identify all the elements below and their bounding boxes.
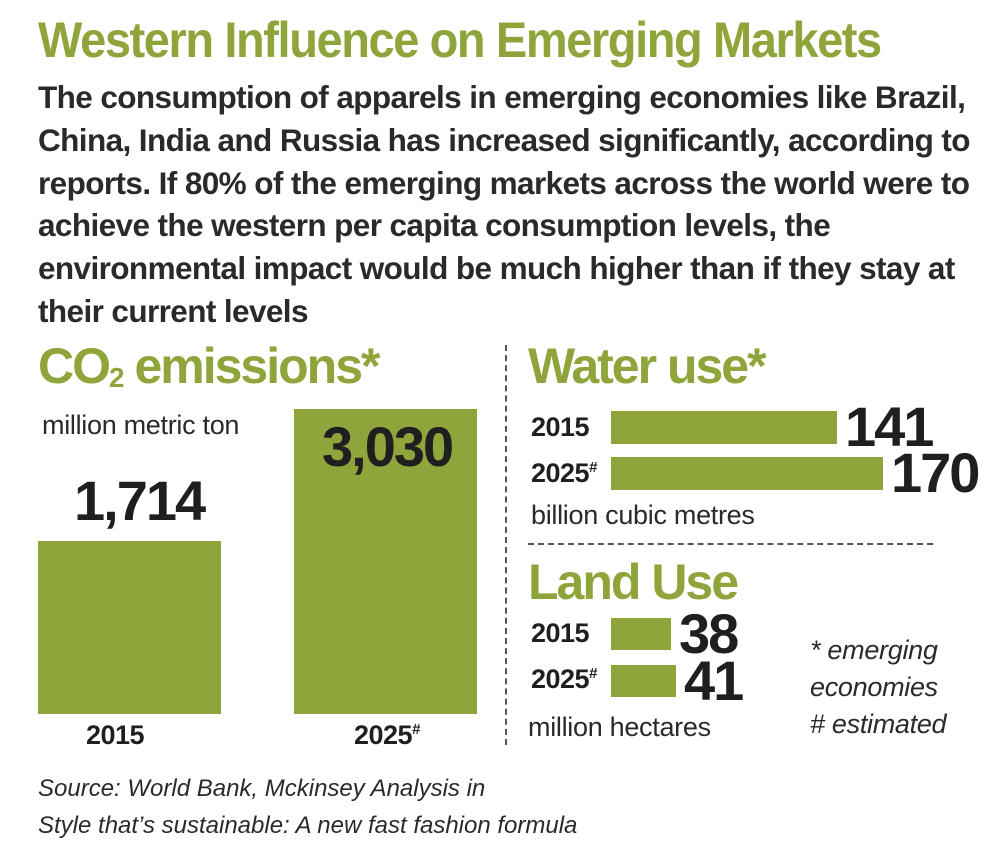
co2-unit-label: million metric ton bbox=[42, 410, 240, 440]
land-category-2025: 2025# bbox=[531, 664, 597, 694]
land-unit-label: million hectares bbox=[528, 712, 711, 742]
water-value-label-2025: 170 bbox=[891, 441, 980, 504]
co2-value-label-2025: 3,030 bbox=[322, 415, 454, 478]
co2-category-2015: 2015 bbox=[86, 720, 145, 750]
co2-bar-2025 bbox=[294, 409, 477, 714]
land-value-label-2015: 38 bbox=[679, 602, 739, 665]
co2-title-subscript: 2 bbox=[109, 362, 125, 393]
water-value-label-2015: 141 bbox=[845, 395, 934, 458]
footnote-economies: economies bbox=[810, 672, 938, 702]
page-title: Western Influence on Emerging Markets bbox=[38, 12, 882, 68]
water-bar-2015 bbox=[611, 411, 837, 444]
footnotes: * emerging economies # estimated bbox=[810, 632, 947, 743]
land-bar-2015 bbox=[611, 618, 671, 650]
water-chart-title: Water use* bbox=[528, 338, 767, 394]
horizontal-divider bbox=[528, 543, 933, 545]
water-bar-2025 bbox=[611, 457, 883, 490]
co2-title-rest: emissions* bbox=[122, 338, 380, 394]
water-category-2015: 2015 bbox=[531, 412, 590, 442]
land-bar-2025 bbox=[611, 665, 676, 697]
source-note: Source: World Bank, Mckinsey Analysis in… bbox=[38, 770, 577, 844]
water-unit-label: billion cubic metres bbox=[531, 500, 755, 530]
footnote-estimated: # estimated bbox=[810, 709, 947, 739]
co2-chart-title: CO2 emissions* bbox=[38, 338, 380, 406]
vertical-divider bbox=[505, 345, 507, 745]
co2-value-label-2015: 1,714 bbox=[74, 469, 206, 532]
intro-paragraph: The consumption of apparels in emerging … bbox=[38, 79, 971, 329]
co2-title-main: CO bbox=[38, 338, 111, 394]
source-line-2: Style that’s sustainable: A new fast fas… bbox=[38, 812, 578, 839]
source-line-1: Source: World Bank, Mckinsey Analysis in bbox=[38, 775, 486, 802]
land-chart-title: Land Use bbox=[528, 554, 739, 610]
land-value-label-2025: 41 bbox=[684, 649, 744, 712]
co2-category-2025: 2025# bbox=[354, 720, 420, 750]
land-category-2015: 2015 bbox=[531, 618, 590, 648]
co2-bar-2015 bbox=[38, 541, 221, 714]
footnote-emerging: * emerging bbox=[810, 635, 938, 665]
water-category-2025: 2025# bbox=[531, 458, 597, 488]
